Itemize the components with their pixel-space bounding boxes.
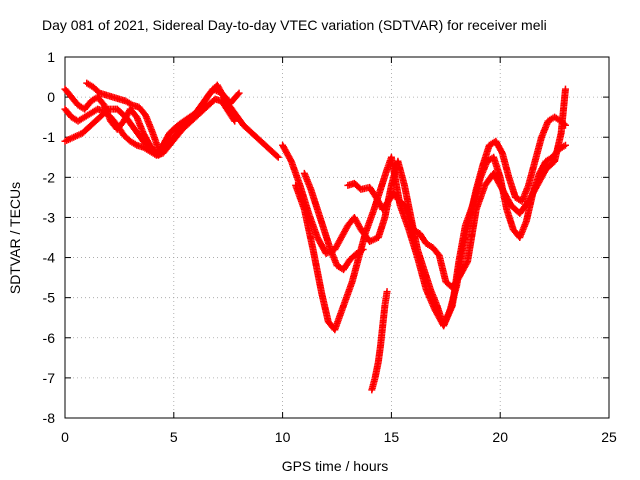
series-track-4 bbox=[83, 79, 163, 153]
y-tick-label: -1 bbox=[43, 129, 56, 145]
y-tick-label: -3 bbox=[43, 209, 56, 225]
series-track-1 bbox=[61, 81, 282, 161]
data-point bbox=[561, 141, 569, 149]
data-point bbox=[561, 85, 569, 93]
y-tick-label: -8 bbox=[43, 410, 56, 426]
x-tick-label: 5 bbox=[170, 429, 178, 445]
y-tick-label: -5 bbox=[43, 290, 56, 306]
series-track-9 bbox=[344, 85, 569, 292]
y-tick-label: 1 bbox=[47, 49, 55, 65]
y-tick-label: -2 bbox=[43, 169, 56, 185]
series-track-6 bbox=[292, 141, 569, 334]
plot-frame bbox=[64, 56, 610, 419]
x-tick-labels: 0 5 10 15 20 25 bbox=[61, 429, 617, 445]
data-point bbox=[231, 117, 239, 125]
x-tick-label: 10 bbox=[275, 429, 291, 445]
x-axis-label: GPS time / hours bbox=[282, 458, 389, 474]
x-tick-label: 0 bbox=[61, 429, 69, 445]
x-tick-label: 15 bbox=[384, 429, 400, 445]
data-point bbox=[359, 246, 367, 254]
data-point-dense bbox=[498, 148, 506, 156]
data-points bbox=[61, 79, 569, 394]
y-tick-labels: -8 -7 -6 -5 -4 -3 -2 -1 0 1 bbox=[43, 49, 56, 426]
data-point bbox=[155, 145, 163, 153]
data-point-dense bbox=[273, 152, 281, 160]
grid-lines bbox=[65, 57, 609, 418]
series-track-8 bbox=[368, 288, 391, 394]
series-track-3 bbox=[61, 95, 239, 159]
y-tick-label: -7 bbox=[43, 370, 56, 386]
data-point-dense bbox=[234, 90, 242, 98]
y-tick-label: -6 bbox=[43, 330, 56, 346]
data-point bbox=[383, 288, 391, 296]
x-tick-label: 25 bbox=[601, 429, 617, 445]
chart-title: Day 081 of 2021, Sidereal Day-to-day VTE… bbox=[42, 17, 547, 33]
series-track-7 bbox=[300, 169, 367, 274]
data-point-dense bbox=[230, 116, 238, 124]
y-axis-label: SDTVAR / TECUs bbox=[7, 182, 23, 294]
y-tick-label: -4 bbox=[43, 250, 56, 266]
y-tick-label: 0 bbox=[47, 89, 55, 105]
axis-ticks bbox=[64, 56, 610, 419]
data-point bbox=[235, 89, 243, 97]
x-tick-label: 20 bbox=[492, 429, 508, 445]
data-point bbox=[274, 153, 282, 161]
